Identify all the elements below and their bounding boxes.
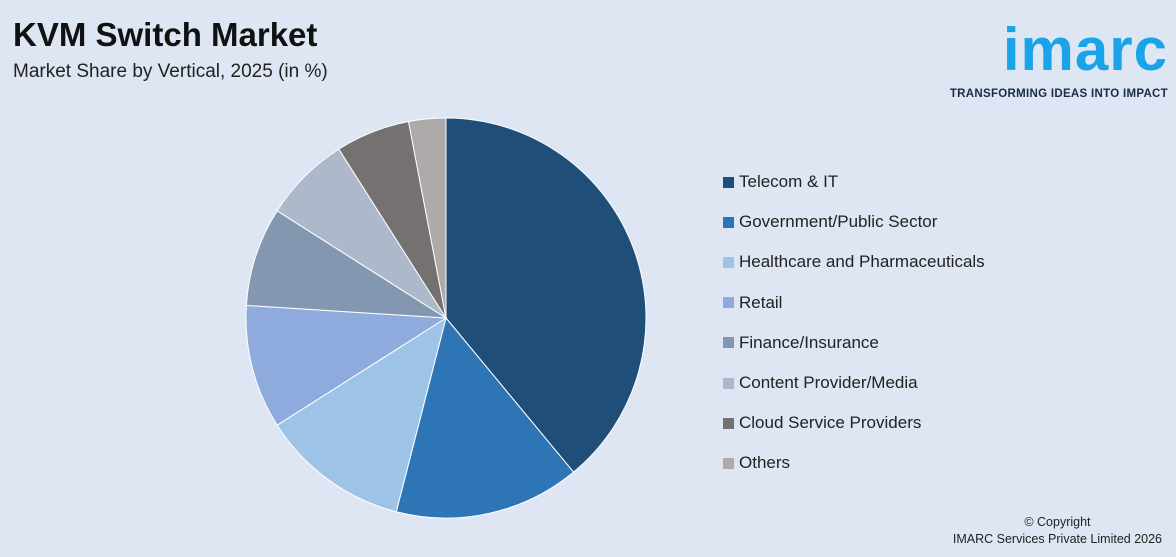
legend-item-0: Telecom & IT bbox=[723, 162, 985, 202]
pie-slice-0 bbox=[445, 117, 647, 473]
imarc-logo: imarc TRANSFORMING IDEAS INTO IMPACT bbox=[938, 12, 1168, 100]
legend-label: Telecom & IT bbox=[739, 172, 839, 192]
chart-legend: Telecom & IT Government/Public Sector Heal… bbox=[723, 162, 985, 484]
logo-tagline: TRANSFORMING IDEAS INTO IMPACT bbox=[949, 88, 1168, 100]
legend-item-7: Others bbox=[723, 443, 985, 483]
chart-title: KVM Switch Market bbox=[13, 16, 318, 53]
legend-label: Content Provider/Media bbox=[739, 373, 918, 393]
legend-item-3: Retail bbox=[723, 283, 985, 323]
legend-swatch bbox=[723, 377, 734, 389]
pie-slice-1 bbox=[395, 316, 575, 519]
legend-swatch bbox=[723, 337, 734, 349]
pie-slice-3 bbox=[245, 304, 448, 426]
pie-slice-2 bbox=[276, 316, 447, 513]
legend-swatch bbox=[723, 457, 734, 469]
legend-label: Healthcare and Pharmaceuticals bbox=[739, 252, 985, 272]
legend-label: Cloud Service Providers bbox=[739, 413, 922, 433]
logo-wordmark: imarc bbox=[1002, 16, 1168, 83]
chart-subtitle: Market Share by Vertical, 2025 (in %) bbox=[13, 61, 328, 82]
legend-item-2: Healthcare and Pharmaceuticals bbox=[723, 242, 985, 282]
legend-swatch bbox=[723, 417, 734, 429]
legend-label: Government/Public Sector bbox=[739, 212, 938, 232]
legend-item-5: Content Provider/Media bbox=[723, 363, 985, 403]
legend-swatch bbox=[723, 297, 734, 309]
legend-swatch bbox=[723, 176, 734, 188]
copyright-line-1: © Copyright bbox=[1024, 515, 1091, 529]
legend-swatch bbox=[723, 256, 734, 268]
legend-item-1: Government/Public Sector bbox=[723, 202, 985, 242]
legend-label: Finance/Insurance bbox=[739, 332, 879, 352]
legend-swatch bbox=[723, 216, 734, 228]
legend-item-4: Finance/Insurance bbox=[723, 323, 985, 363]
copyright-notice: © Copyright IMARC Services Private Limit… bbox=[953, 514, 1162, 548]
pie-slice-4 bbox=[245, 210, 447, 319]
legend-item-6: Cloud Service Providers bbox=[723, 403, 985, 443]
legend-label: Retail bbox=[739, 292, 783, 312]
pie-slice-7 bbox=[407, 117, 447, 319]
legend-label: Others bbox=[739, 453, 791, 473]
copyright-line-2: IMARC Services Private Limited 2026 bbox=[952, 532, 1162, 546]
